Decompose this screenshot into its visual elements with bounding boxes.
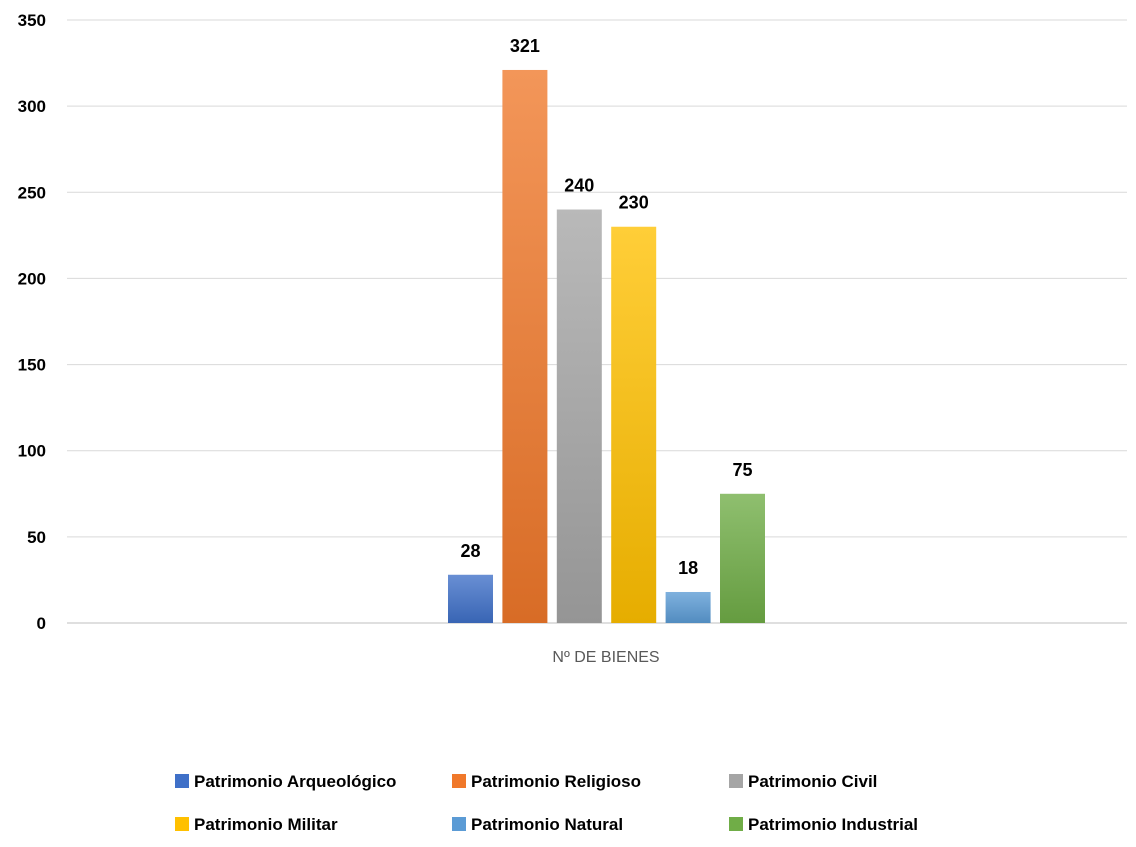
bar-patrimonio-militar	[611, 226, 657, 623]
legend-label: Patrimonio Militar	[194, 815, 338, 834]
y-tick-label: 350	[18, 11, 46, 30]
x-category-label: Nº DE BIENES	[552, 649, 659, 666]
bar-patrimonio-industrial	[720, 493, 765, 623]
data-label: 75	[732, 460, 752, 480]
legend-label: Patrimonio Arqueológico	[194, 772, 396, 791]
legend-swatch	[175, 817, 189, 831]
legend-label: Patrimonio Natural	[471, 815, 623, 834]
y-tick-label: 200	[18, 269, 46, 288]
data-label: 240	[564, 176, 594, 196]
x-axis-categories: Nº DE BIENES	[552, 649, 659, 666]
y-tick-label: 300	[18, 97, 46, 116]
legend-label: Patrimonio Religioso	[471, 772, 641, 791]
data-labels: 28 321 240 230 18 75	[460, 36, 752, 578]
data-label: 230	[619, 193, 649, 213]
bar-patrimonio-religioso	[502, 69, 548, 623]
y-tick-label: 250	[18, 183, 46, 202]
bars	[448, 69, 765, 623]
bar-patrimonio-natural	[665, 591, 711, 623]
data-label: 321	[510, 36, 540, 56]
legend-swatch	[452, 774, 466, 788]
legend-swatch	[452, 817, 466, 831]
data-label: 18	[678, 558, 698, 578]
y-tick-label: 100	[18, 442, 46, 461]
data-label: 28	[460, 541, 480, 561]
y-axis-ticks: 0 50 100 150 200 250 300 350	[18, 11, 46, 633]
legend-swatch	[175, 774, 189, 788]
legend-swatch	[729, 817, 743, 831]
bar-patrimonio-arqueologico	[448, 574, 493, 623]
legend: Patrimonio Arqueológico Patrimonio Religi…	[175, 772, 918, 834]
y-tick-label: 150	[18, 356, 46, 375]
y-tick-label: 50	[27, 528, 46, 547]
bar-patrimonio-civil	[556, 209, 602, 623]
legend-swatch	[729, 774, 743, 788]
legend-label: Patrimonio Civil	[748, 772, 877, 791]
legend-label: Patrimonio Industrial	[748, 815, 918, 834]
y-tick-label: 0	[37, 614, 46, 633]
